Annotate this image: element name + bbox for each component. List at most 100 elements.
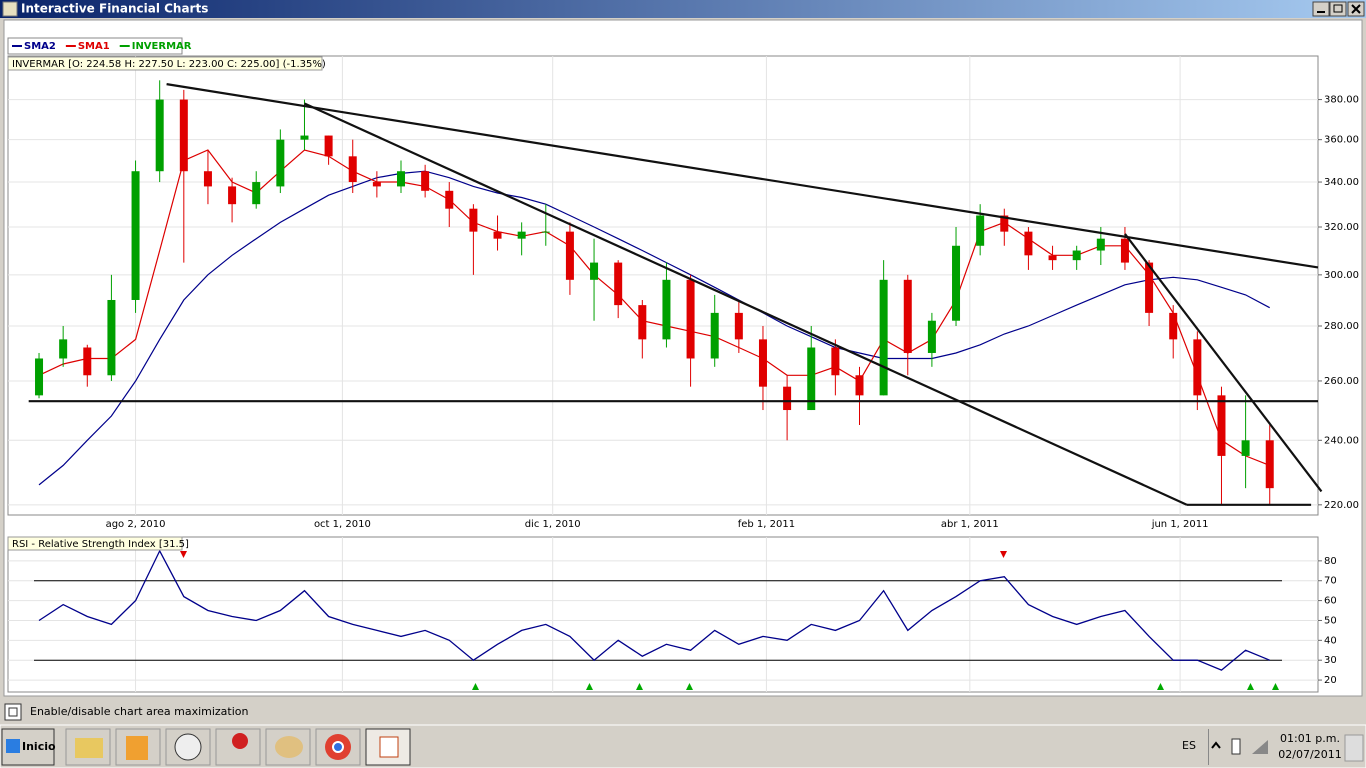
candle-body bbox=[397, 171, 405, 187]
taskbar-apps bbox=[65, 728, 411, 766]
y-tick-label: 340.00 bbox=[1324, 177, 1359, 188]
clock-date: 02/07/2011 bbox=[1278, 748, 1341, 761]
candle-body bbox=[1048, 255, 1057, 261]
start-label: Inicio bbox=[22, 740, 56, 753]
candle-body bbox=[638, 305, 647, 340]
legend-label: SMA1 bbox=[78, 41, 110, 52]
candle-body bbox=[807, 347, 816, 411]
buy-signal bbox=[1272, 683, 1279, 690]
candle-body bbox=[59, 339, 68, 359]
buy-signal bbox=[686, 683, 693, 690]
title-bar bbox=[0, 0, 1366, 18]
window-buttons bbox=[1312, 1, 1365, 17]
candle-body bbox=[662, 279, 671, 340]
y-tick-label: 280.00 bbox=[1324, 321, 1359, 332]
buy-signal bbox=[1157, 683, 1164, 690]
language: ES bbox=[1182, 739, 1196, 752]
candle-body bbox=[590, 262, 599, 280]
x-tick-label: feb 1, 2011 bbox=[738, 519, 795, 530]
candle-body bbox=[179, 99, 188, 172]
y-tick-label: 360.00 bbox=[1324, 135, 1359, 146]
app-icon bbox=[75, 738, 103, 758]
start-logo bbox=[6, 739, 20, 753]
tray-separator bbox=[1208, 729, 1209, 765]
ohlc-info: INVERMAR [O: 224.58 H: 227.50 L: 223.00 … bbox=[12, 59, 326, 70]
app-icon bbox=[379, 736, 399, 758]
minimize-button[interactable] bbox=[1312, 1, 1330, 17]
buy-signal bbox=[636, 683, 643, 690]
candle-body bbox=[879, 279, 888, 396]
show-desktop[interactable] bbox=[1344, 734, 1364, 762]
candle-body bbox=[300, 135, 309, 140]
tray-signal[interactable] bbox=[1252, 740, 1268, 754]
candle-body bbox=[1096, 238, 1105, 251]
y-tick-label: 80 bbox=[1324, 556, 1337, 567]
maximize-toggle-glyph bbox=[8, 707, 18, 717]
status-text: Enable/disable chart area maximization bbox=[30, 705, 249, 718]
rsi-plot-frame bbox=[7, 536, 1319, 693]
y-tick-label: 320.00 bbox=[1324, 222, 1359, 233]
candle-body bbox=[1169, 312, 1178, 340]
y-tick-label: 260.00 bbox=[1324, 376, 1359, 387]
tray-expand[interactable] bbox=[1211, 741, 1221, 749]
candle-body bbox=[1024, 231, 1033, 256]
indicator-line bbox=[38, 170, 1270, 486]
candle-body bbox=[421, 171, 430, 191]
candle-body bbox=[734, 312, 743, 340]
y-tick-label: 220.00 bbox=[1324, 500, 1359, 511]
candle-body bbox=[686, 279, 695, 359]
buy-signal bbox=[1247, 683, 1254, 690]
candle-body bbox=[83, 347, 92, 376]
candle-body bbox=[1120, 238, 1129, 263]
tray-battery[interactable] bbox=[1231, 738, 1241, 755]
candle-body bbox=[372, 182, 381, 187]
candle-body bbox=[445, 190, 454, 209]
sell-signal bbox=[180, 551, 187, 558]
candle-body bbox=[1265, 440, 1274, 489]
window-title: Interactive Financial Charts bbox=[21, 2, 208, 16]
status-bar bbox=[0, 700, 1366, 724]
candle-body bbox=[1217, 395, 1226, 456]
x-tick-label: ago 2, 2010 bbox=[106, 519, 166, 530]
y-tick-label: 40 bbox=[1324, 635, 1337, 646]
candle-body bbox=[469, 208, 478, 232]
candle-body bbox=[1241, 440, 1250, 456]
candle-body bbox=[35, 358, 44, 396]
app-icon bbox=[232, 733, 248, 749]
maximize-toggle[interactable] bbox=[4, 703, 22, 721]
candle-body bbox=[758, 339, 767, 387]
candle-body bbox=[228, 186, 237, 205]
app-icon-center bbox=[332, 741, 344, 753]
candle-body bbox=[107, 299, 116, 376]
candle-body bbox=[131, 171, 140, 300]
x-tick-label: jun 1, 2011 bbox=[1151, 519, 1209, 530]
candle-body bbox=[831, 347, 840, 376]
clock-time: 01:01 p.m. bbox=[1280, 732, 1340, 745]
candle-body bbox=[565, 231, 574, 280]
maximize-button[interactable] bbox=[1329, 1, 1347, 17]
rsi-signals bbox=[180, 551, 1279, 690]
candle-body bbox=[976, 215, 985, 246]
y-tick-label: 30 bbox=[1324, 655, 1337, 666]
legend-label: INVERMAR bbox=[132, 41, 192, 52]
rsi-title: RSI - Relative Strength Index [31.5] bbox=[12, 539, 189, 550]
candle-body bbox=[903, 279, 912, 353]
x-tick-label: abr 1, 2011 bbox=[941, 519, 999, 530]
app-icon bbox=[174, 733, 202, 761]
candle-body bbox=[541, 231, 550, 233]
candle-body bbox=[855, 375, 864, 396]
app-icon bbox=[126, 736, 148, 760]
candle-body bbox=[1000, 215, 1009, 232]
y-tick-label: 20 bbox=[1324, 675, 1337, 686]
candle-body bbox=[1145, 262, 1154, 313]
sell-signal bbox=[1000, 551, 1007, 558]
buy-signal bbox=[472, 683, 479, 690]
y-tick-label: 300.00 bbox=[1324, 270, 1359, 281]
app-icon bbox=[275, 736, 303, 758]
candle-body bbox=[710, 312, 719, 359]
legend-box bbox=[7, 37, 183, 55]
candle-body bbox=[155, 99, 164, 172]
candle-body bbox=[517, 231, 526, 239]
candle-body bbox=[276, 139, 285, 187]
